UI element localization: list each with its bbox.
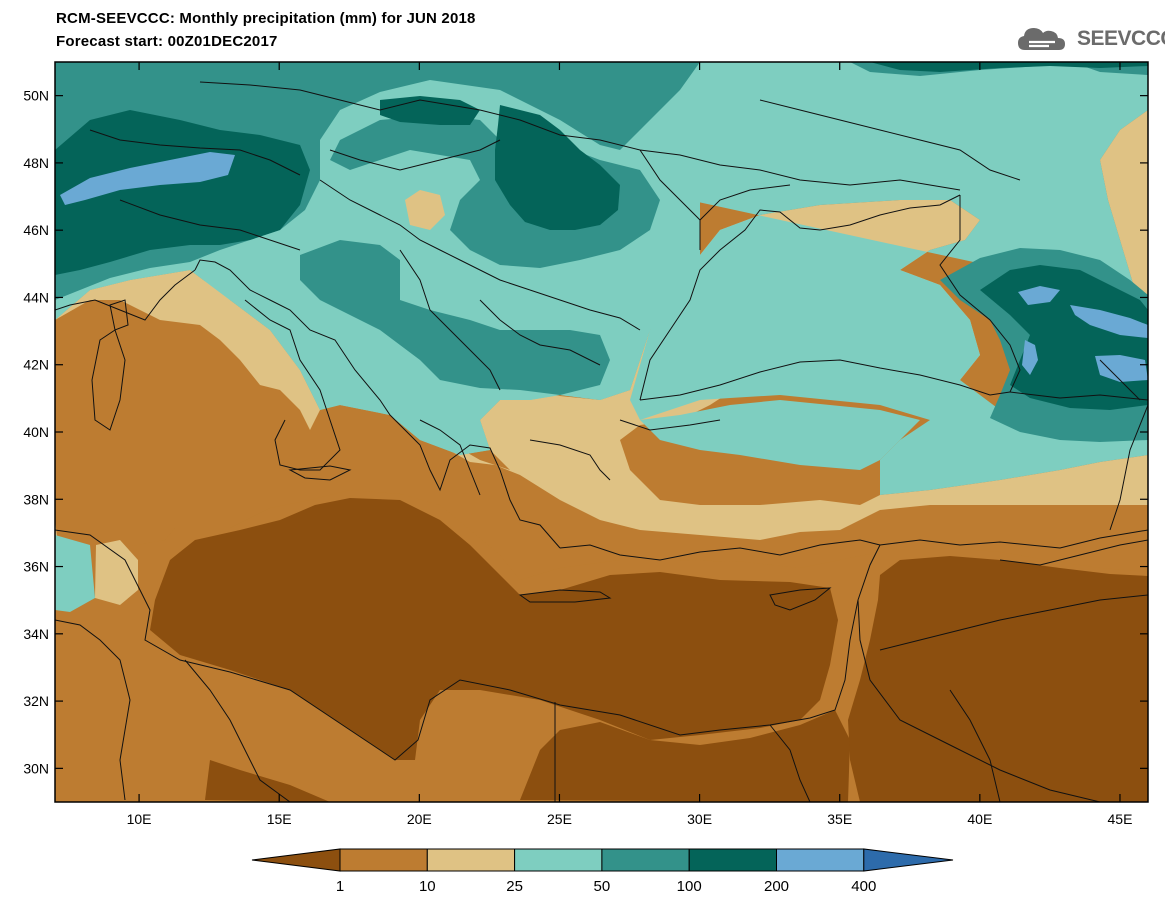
colorbar-segment (426, 848, 516, 872)
lon-tick-label: 45E (1108, 811, 1133, 827)
coastlines-borders (55, 81, 1148, 802)
colorbar-level-label: 200 (764, 878, 789, 895)
colorbar-segment (339, 848, 428, 872)
lat-tick-label: 30N (23, 760, 49, 776)
lat-tick-label: 50N (23, 88, 49, 104)
lon-tick-label: 25E (547, 811, 572, 827)
colorbar-level-label: 400 (851, 878, 876, 895)
lon-tick-label: 30E (687, 811, 712, 827)
lat-tick-label: 36N (23, 559, 49, 575)
lat-tick-label: 48N (23, 155, 49, 171)
lon-tick-label: 20E (407, 811, 432, 827)
colorbar-segment (514, 848, 603, 872)
lat-tick-label: 38N (23, 491, 49, 507)
forecast-start-label: Forecast start: 00Z01DEC2017 (56, 33, 278, 50)
logo-text: SEEVCCC (1077, 27, 1165, 50)
latitude-axis: 50N 48N 46N 44N 42N 40N 38N 36N 34N 32N 30N (23, 88, 1148, 776)
lon-tick-label: 15E (267, 811, 292, 827)
colorbar-level-label: 100 (677, 878, 702, 895)
map-title: RCM-SEEVCCC: Monthly precipitation (mm) … (56, 10, 476, 27)
colorbar-segment (776, 848, 865, 872)
seevccc-logo: SEEVCCC (1017, 24, 1165, 54)
lon-tick-label: 35E (827, 811, 852, 827)
colorbar-level-label: 50 (594, 878, 611, 895)
colorbar-segment (601, 848, 690, 872)
lat-tick-label: 46N (23, 222, 49, 238)
colorbar-segment (688, 848, 778, 872)
lat-tick-label: 42N (23, 357, 49, 373)
lon-tick-label: 40E (967, 811, 992, 827)
lat-tick-label: 40N (23, 424, 49, 440)
colorbar-over-arrow (863, 848, 954, 872)
lat-tick-label: 44N (23, 289, 49, 305)
lat-tick-label: 34N (23, 626, 49, 642)
colorbar-level-label: 1 (336, 878, 344, 895)
lon-tick-label: 10E (127, 811, 152, 827)
colorbar-level-label: 10 (419, 878, 436, 895)
colorbar-under-arrow (251, 848, 341, 872)
colorbar: 1 10 25 50 100 200 400 (251, 848, 954, 895)
precipitation-field (55, 62, 1148, 802)
cloud-icon (1018, 28, 1065, 50)
colorbar-level-label: 25 (506, 878, 523, 895)
longitude-axis: 10E 15E 20E 25E 30E 35E 40E 45E (127, 62, 1133, 827)
lat-tick-label: 32N (23, 693, 49, 709)
